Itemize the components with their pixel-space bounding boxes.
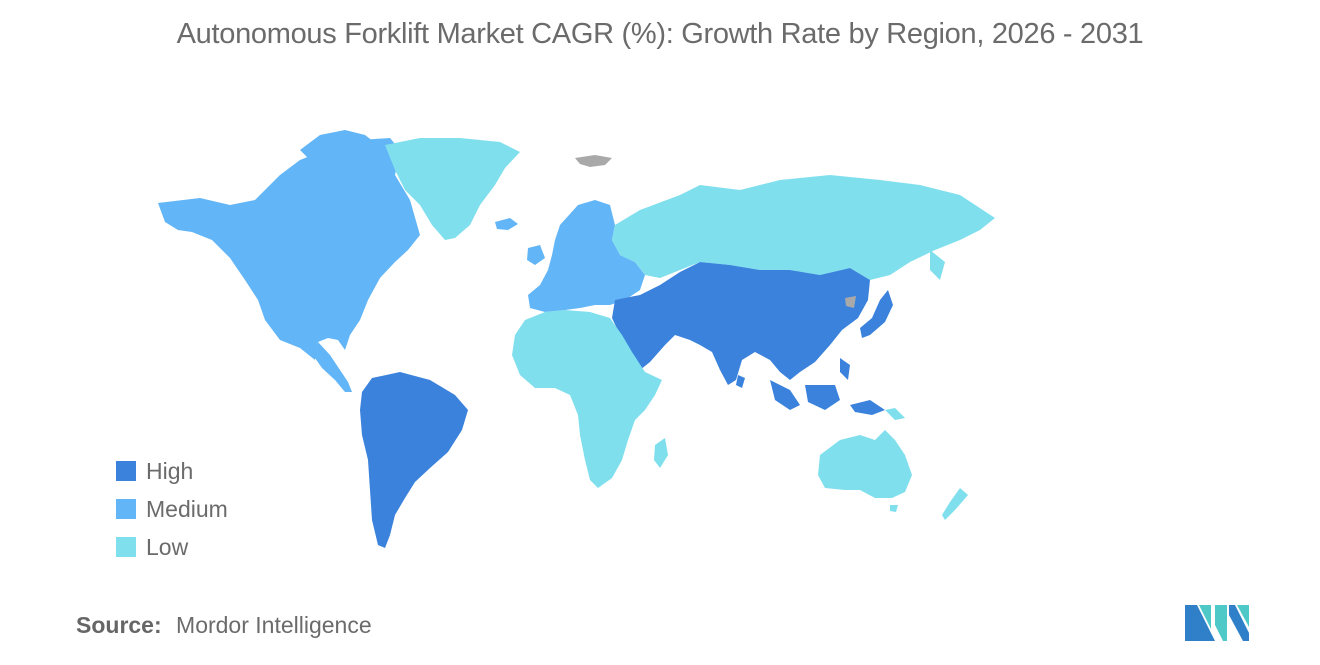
legend-swatch-low [116, 537, 136, 557]
legend-item-medium: Medium [116, 490, 228, 528]
legend: High Medium Low [116, 452, 228, 566]
region-greenland [385, 138, 520, 240]
legend-label: Low [146, 533, 189, 560]
chart-title: Autonomous Forklift Market CAGR (%): Gro… [176, 18, 1144, 50]
region-africa [512, 310, 668, 488]
region-iceland [495, 218, 518, 230]
legend-label: Medium [146, 495, 228, 522]
legend-swatch-high [116, 461, 136, 481]
source-label: Source: [76, 612, 162, 638]
legend-swatch-medium [116, 499, 136, 519]
source-value: Mordor Intelligence [176, 612, 372, 638]
legend-item-low: Low [116, 528, 228, 566]
region-no-data-arctic [575, 155, 612, 167]
source-line: Source: Mordor Intelligence [76, 612, 372, 639]
region-south-america [360, 372, 468, 548]
mordor-intelligence-logo-icon [1185, 605, 1249, 641]
region-no-data-korea [845, 296, 856, 308]
region-asia-high [612, 262, 893, 415]
region-north-america [158, 130, 420, 392]
region-europe [527, 200, 645, 312]
legend-label: High [146, 457, 194, 484]
region-oceania [818, 408, 968, 520]
legend-item-high: High [116, 452, 228, 490]
region-russia [612, 175, 995, 280]
